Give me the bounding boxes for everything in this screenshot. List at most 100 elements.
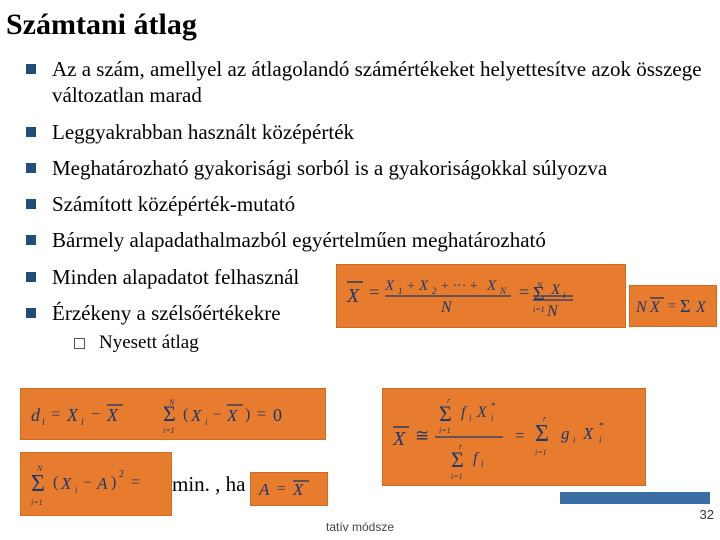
bullet-text: Minden alapadatot felhasznál bbox=[52, 264, 299, 290]
bullet-item: Leggyakrabban használt középérték bbox=[26, 119, 710, 145]
svg-text:i=1: i=1 bbox=[163, 426, 175, 435]
svg-text:0: 0 bbox=[273, 405, 282, 425]
svg-text:f: f bbox=[473, 450, 480, 467]
svg-text:i: i bbox=[573, 435, 576, 445]
svg-text:=: = bbox=[51, 406, 60, 423]
hollow-square-icon bbox=[74, 338, 85, 349]
bullet-square-icon bbox=[26, 235, 36, 245]
svg-text:X: X bbox=[418, 278, 429, 294]
svg-text:X: X bbox=[292, 480, 304, 499]
svg-text:X: X bbox=[226, 406, 238, 425]
svg-text:Σ: Σ bbox=[680, 296, 690, 316]
page-number: 32 bbox=[700, 507, 714, 522]
svg-text:Σ: Σ bbox=[533, 283, 545, 305]
svg-text:−: − bbox=[83, 475, 91, 491]
svg-text:X: X bbox=[66, 405, 79, 425]
bullet-item: Számított középérték-mutató bbox=[26, 191, 710, 217]
bullet-text: Számított középérték-mutató bbox=[52, 191, 295, 217]
svg-text:N: N bbox=[546, 303, 559, 320]
svg-text:=: = bbox=[257, 406, 266, 423]
svg-text:*: * bbox=[599, 421, 604, 432]
svg-text:=: = bbox=[131, 474, 140, 491]
svg-text:−: − bbox=[213, 407, 221, 423]
svg-text:f: f bbox=[461, 404, 468, 421]
svg-text:i=1: i=1 bbox=[451, 472, 463, 481]
svg-text:i: i bbox=[599, 435, 602, 445]
svg-text:X: X bbox=[60, 474, 72, 493]
svg-text:Σ: Σ bbox=[163, 401, 176, 426]
min-text: min. , ha bbox=[172, 472, 246, 497]
svg-text:X: X bbox=[346, 285, 360, 307]
svg-text:=: = bbox=[277, 481, 285, 497]
svg-text:i=1: i=1 bbox=[535, 448, 547, 457]
svg-text:Σ: Σ bbox=[451, 447, 464, 472]
svg-text:+ ··· +: + ··· + bbox=[441, 279, 478, 294]
formula-di: di = Xi − X N Σ i=1 ( Xi − X ) = 0 bbox=[20, 388, 326, 440]
formula-a: A = X bbox=[250, 472, 328, 506]
svg-text:X: X bbox=[486, 278, 497, 294]
bullet-text: Az a szám, amellyel az átlagolandó számé… bbox=[52, 56, 710, 109]
svg-text:X: X bbox=[392, 428, 406, 450]
svg-text:i: i bbox=[481, 459, 484, 469]
bullet-text: Meghatározható gyakorisági sorból is a g… bbox=[52, 155, 607, 181]
svg-text:−: − bbox=[91, 406, 100, 423]
svg-text:1: 1 bbox=[398, 286, 403, 296]
svg-text:i: i bbox=[205, 417, 208, 427]
bullet-square-icon bbox=[26, 163, 36, 173]
svg-text:X: X bbox=[582, 424, 594, 443]
svg-text:X: X bbox=[190, 406, 202, 425]
svg-text:A: A bbox=[96, 474, 108, 493]
svg-text:(: ( bbox=[53, 474, 58, 491]
svg-text:g: g bbox=[561, 424, 570, 443]
bullet-text: Leggyakrabban használt középérték bbox=[52, 119, 354, 145]
svg-text:Σ: Σ bbox=[439, 401, 452, 426]
footer-accent-bar bbox=[560, 492, 710, 504]
svg-text:i: i bbox=[491, 413, 494, 423]
svg-text:2: 2 bbox=[119, 469, 124, 480]
svg-text:X: X bbox=[106, 405, 119, 425]
svg-text:N: N bbox=[440, 299, 453, 316]
formula-grouped: X ≅ r Σ i=1 fi X*i r Σ i=1 fi = r Σ i=1 … bbox=[382, 388, 646, 486]
bullet-square-icon bbox=[26, 272, 36, 282]
svg-text:i: i bbox=[469, 413, 472, 423]
svg-text:X: X bbox=[384, 278, 395, 294]
formula-mean: X = X1 + X2 + ··· + XN N = N Σ i=1 Xi N bbox=[336, 264, 626, 328]
svg-text:i: i bbox=[563, 290, 566, 300]
svg-text:=: = bbox=[369, 282, 379, 302]
svg-text:i=1: i=1 bbox=[533, 305, 545, 314]
bullet-square-icon bbox=[26, 308, 36, 318]
svg-text:X: X bbox=[695, 299, 707, 316]
svg-text:N: N bbox=[635, 299, 648, 316]
sub-bullet-item: Nyesett átlag bbox=[74, 332, 710, 354]
svg-text:i: i bbox=[81, 417, 84, 428]
svg-text:=: = bbox=[668, 299, 676, 314]
svg-text:*: * bbox=[491, 401, 496, 411]
bullet-item: Meghatározható gyakorisági sorból is a g… bbox=[26, 155, 710, 181]
sub-bullet-text: Nyesett átlag bbox=[99, 332, 199, 354]
svg-text:=: = bbox=[519, 282, 529, 302]
bullet-item: Az a szám, amellyel az átlagolandó számé… bbox=[26, 56, 710, 109]
bullet-item: Bármely alapadathalmazból egyértelműen m… bbox=[26, 227, 710, 253]
bullet-text: Érzékeny a szélsőértékekre bbox=[52, 300, 281, 326]
svg-text:): ) bbox=[245, 406, 250, 423]
svg-text:Σ: Σ bbox=[535, 421, 549, 447]
bullet-text: Bármely alapadathalmazból egyértelműen m… bbox=[52, 227, 546, 253]
svg-text:): ) bbox=[111, 474, 116, 491]
svg-text:i: i bbox=[42, 417, 45, 428]
footer-fragment: tatív módsze bbox=[326, 520, 394, 534]
svg-text:X: X bbox=[476, 404, 488, 421]
svg-text:i: i bbox=[75, 485, 78, 495]
svg-text:i=1: i=1 bbox=[31, 498, 43, 507]
svg-text:2: 2 bbox=[432, 286, 437, 296]
bullet-square-icon bbox=[26, 199, 36, 209]
svg-text:N: N bbox=[499, 286, 507, 296]
svg-text:d: d bbox=[31, 405, 41, 425]
svg-text:Σ: Σ bbox=[31, 471, 45, 497]
slide-title: Számtani átlag bbox=[0, 0, 720, 46]
svg-text:(: ( bbox=[183, 406, 188, 423]
svg-text:i=1: i=1 bbox=[439, 426, 451, 435]
formula-sumd: N Σ i=1 ( Xi − A ) 2 = bbox=[20, 452, 172, 516]
svg-text:A: A bbox=[258, 480, 270, 499]
formula-nx: N X = Σ X bbox=[629, 285, 717, 327]
svg-text:≅: ≅ bbox=[415, 426, 429, 445]
